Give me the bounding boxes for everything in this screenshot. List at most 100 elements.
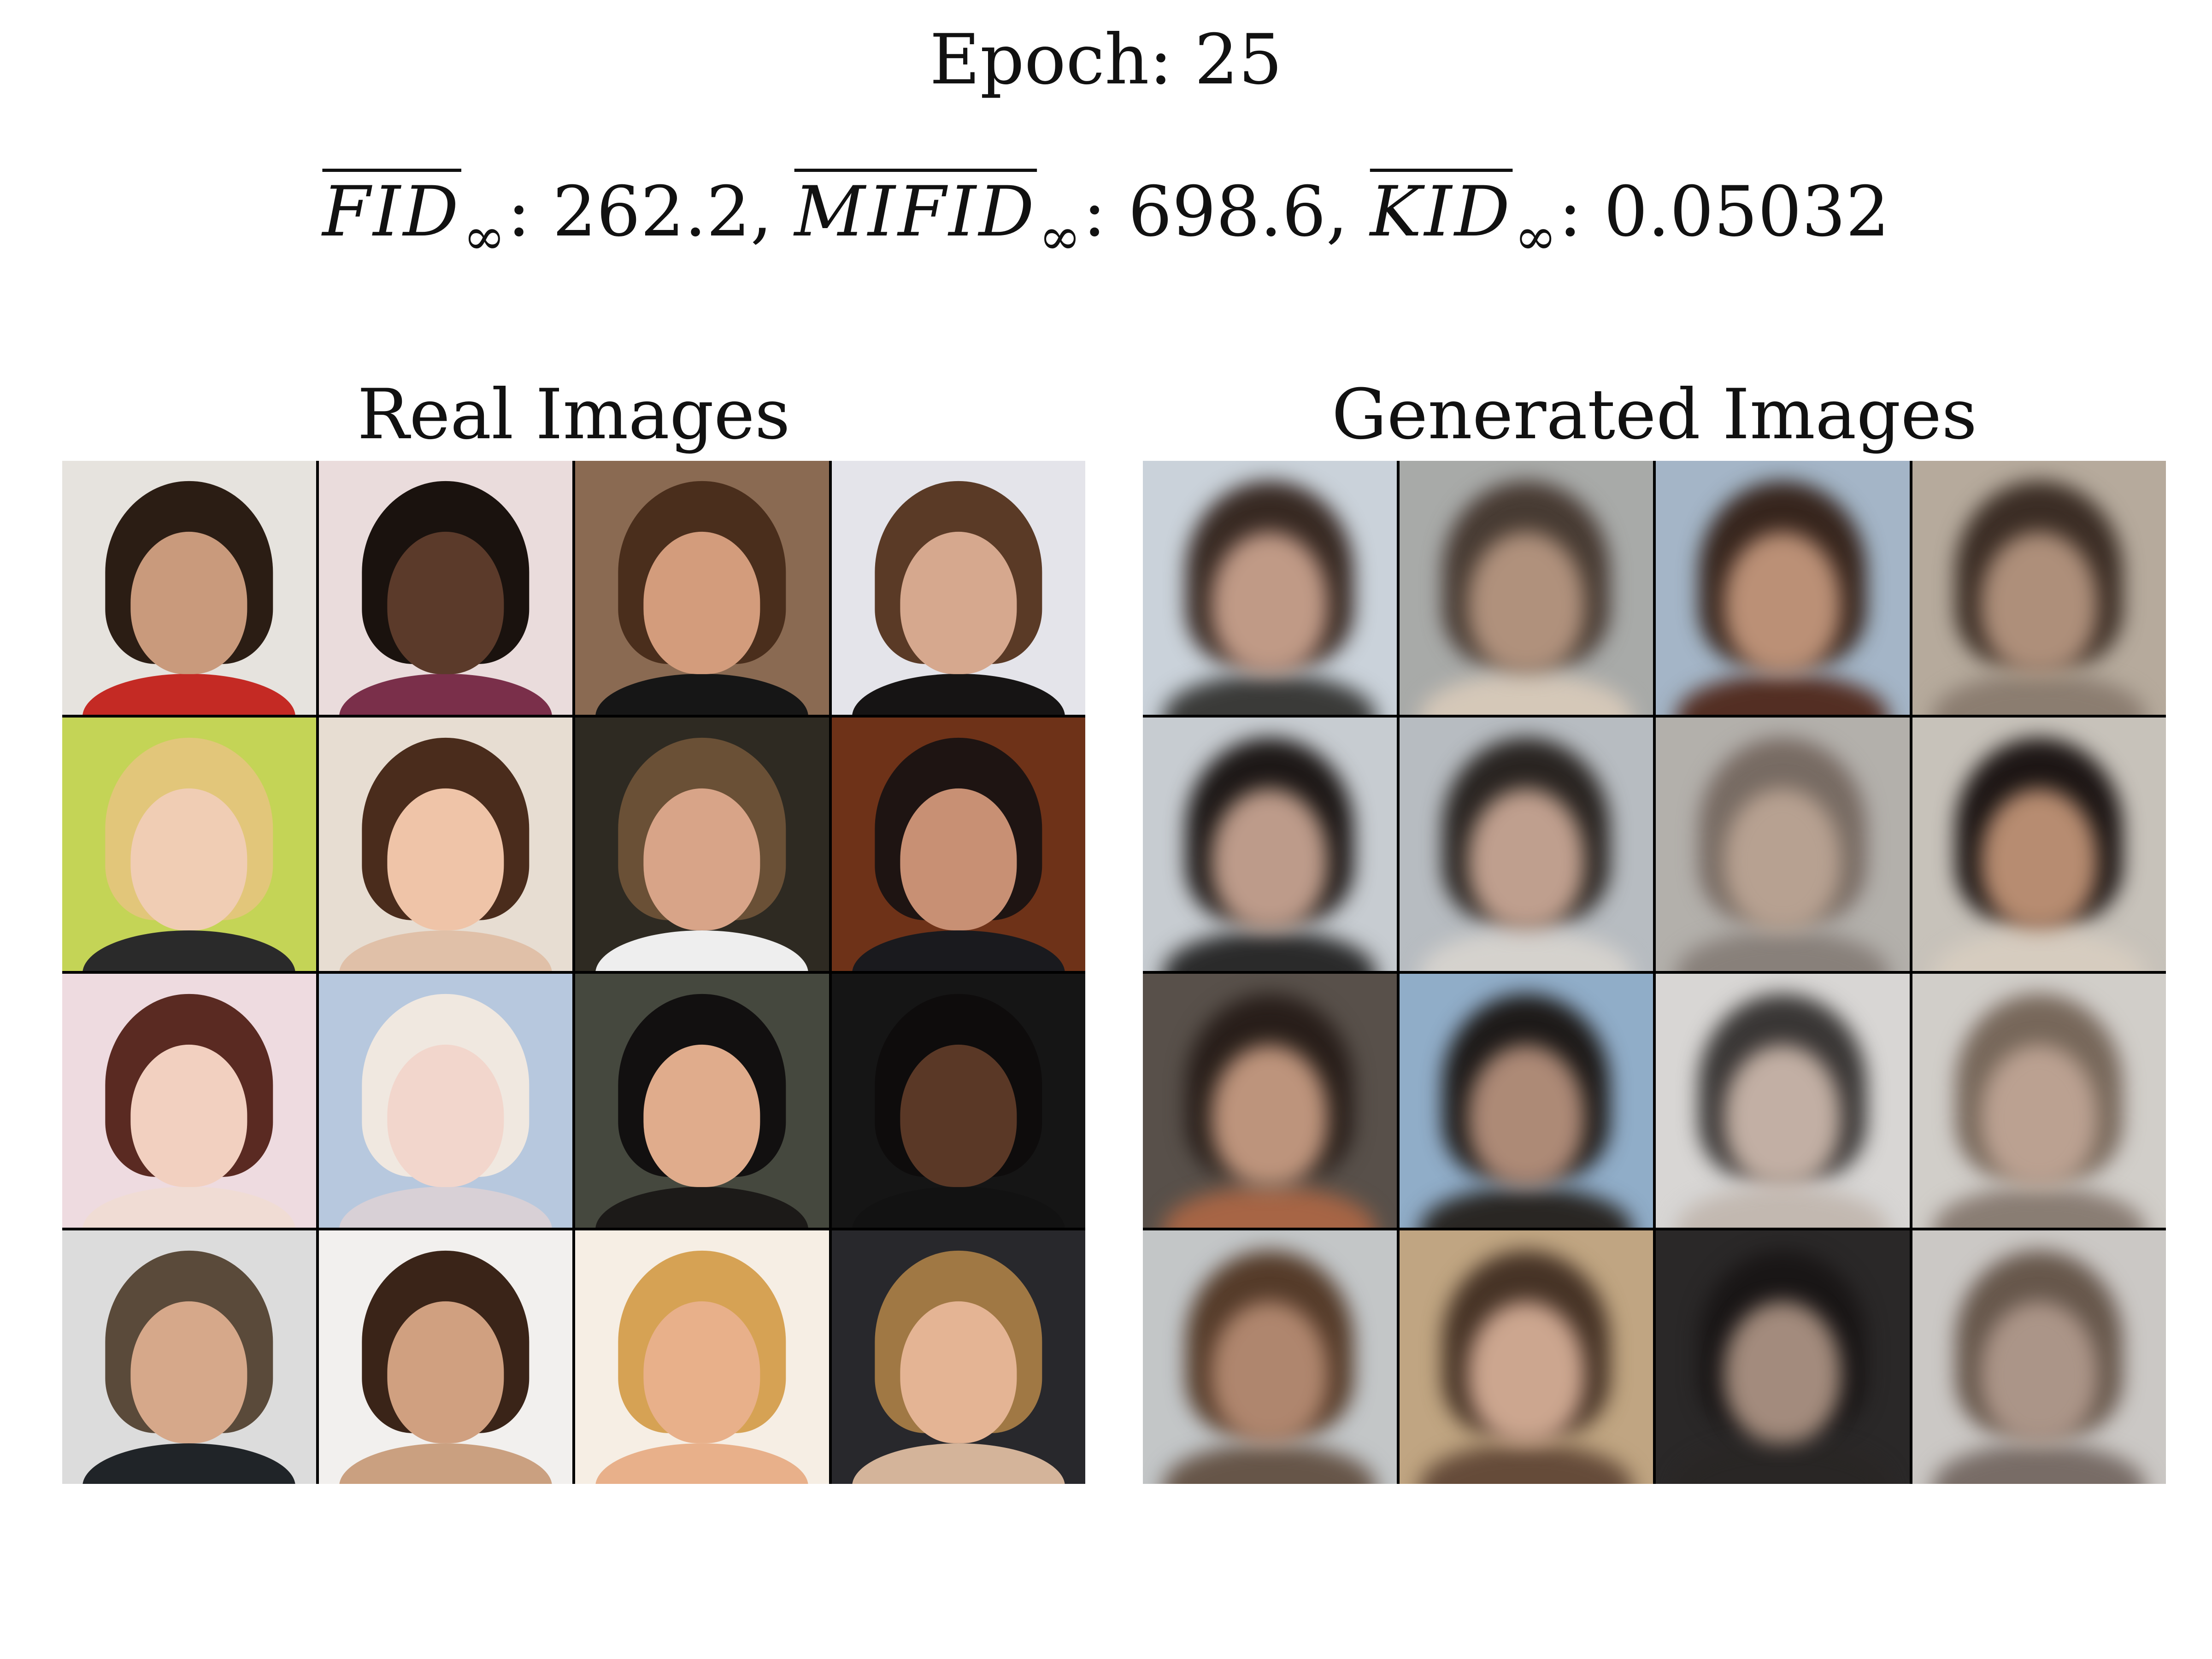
metric-value: 262.2 <box>552 172 751 252</box>
real-image-tile <box>575 1230 829 1484</box>
face-shape <box>1211 532 1328 674</box>
generated-image-tile <box>1912 717 2166 971</box>
face-shape <box>387 1045 504 1187</box>
real-image-tile <box>318 717 572 971</box>
shoulders-shape <box>595 1187 809 1228</box>
shoulders-shape <box>1676 674 1889 715</box>
metric-subscript: ∞ <box>1039 207 1081 266</box>
face-shape <box>1468 1301 1585 1443</box>
face-shape <box>1981 788 2098 930</box>
face-shape <box>1211 788 1328 930</box>
face-shape <box>387 532 504 674</box>
shoulders-shape <box>852 1187 1065 1228</box>
metric-name: MIFID <box>794 172 1037 252</box>
generated-image-tile <box>1143 717 1397 971</box>
shoulders-shape <box>1163 930 1377 971</box>
metric-mifid: MIFID∞: 698.6, <box>794 172 1348 266</box>
face-shape <box>387 788 504 930</box>
face-shape <box>1211 1045 1328 1187</box>
shoulders-shape <box>852 930 1065 971</box>
metric-separator: , <box>1326 172 1348 252</box>
shoulders-shape <box>82 1443 296 1484</box>
face-shape <box>1724 1301 1841 1443</box>
face-shape <box>643 1045 760 1187</box>
real-image-tile <box>318 1230 572 1484</box>
real-image-tile <box>575 461 829 715</box>
face-shape <box>1724 788 1841 930</box>
shoulders-shape <box>1163 1443 1377 1484</box>
shoulders-shape <box>339 1187 552 1228</box>
generated-image-tile <box>1399 974 1653 1228</box>
figure-title: Epoch: 25 <box>930 20 1282 100</box>
metric-subscript: ∞ <box>1514 207 1557 266</box>
shoulders-shape <box>1676 930 1889 971</box>
metric-subscript: ∞ <box>463 207 506 266</box>
face-shape <box>1468 532 1585 674</box>
metric-name: FID <box>322 172 462 252</box>
real-image-tile <box>575 717 829 971</box>
real-images-title: Real Images <box>357 375 790 455</box>
shoulders-shape <box>1163 1187 1377 1228</box>
generated-image-tile <box>1399 1230 1653 1484</box>
face-shape <box>900 1045 1017 1187</box>
face-shape <box>1724 1045 1841 1187</box>
generated-image-tile <box>1399 717 1653 971</box>
face-shape <box>643 788 760 930</box>
metrics-line: FID∞: 262.2, MIFID∞: 698.6, KID∞: 0.0503… <box>0 171 2212 266</box>
face-shape <box>387 1301 504 1443</box>
face-shape <box>130 532 247 674</box>
face-shape <box>900 788 1017 930</box>
shoulders-shape <box>1419 1187 1633 1228</box>
face-shape <box>643 1301 760 1443</box>
face-shape <box>900 532 1017 674</box>
face-shape <box>130 788 247 930</box>
face-shape <box>130 1301 247 1443</box>
generated-image-tile <box>1656 1230 1910 1484</box>
generated-image-tile <box>1143 974 1397 1228</box>
real-image-tile <box>831 461 1085 715</box>
generated-images-grid <box>1143 461 2166 1484</box>
generated-image-tile <box>1656 717 1910 971</box>
face-shape <box>1981 1045 2098 1187</box>
generated-image-tile <box>1912 461 2166 715</box>
shoulders-shape <box>339 930 552 971</box>
face-shape <box>900 1301 1017 1443</box>
face-shape <box>1468 788 1585 930</box>
generated-image-tile <box>1143 1230 1397 1484</box>
face-shape <box>130 1045 247 1187</box>
metric-kid: KID∞: 0.05032 <box>1370 172 1890 266</box>
shoulders-shape <box>1419 1443 1633 1484</box>
shoulders-shape <box>1163 674 1377 715</box>
shoulders-shape <box>852 1443 1065 1484</box>
generated-image-tile <box>1399 461 1653 715</box>
shoulders-shape <box>339 674 552 715</box>
shoulders-shape <box>1932 930 2146 971</box>
real-image-tile <box>831 974 1085 1228</box>
metric-fid: FID∞: 262.2, <box>322 172 773 266</box>
shoulders-shape <box>1676 1443 1889 1484</box>
face-shape <box>1468 1045 1585 1187</box>
shoulders-shape <box>82 930 296 971</box>
generated-image-tile <box>1912 974 2166 1228</box>
real-image-tile <box>318 974 572 1228</box>
face-shape <box>1211 1301 1328 1443</box>
shoulders-shape <box>1932 674 2146 715</box>
shoulders-shape <box>595 674 809 715</box>
shoulders-shape <box>339 1443 552 1484</box>
shoulders-shape <box>852 674 1065 715</box>
real-image-tile <box>62 974 316 1228</box>
generated-image-tile <box>1656 461 1910 715</box>
shoulders-shape <box>1676 1187 1889 1228</box>
real-image-tile <box>318 461 572 715</box>
shoulders-shape <box>1419 930 1633 971</box>
real-images-grid <box>62 461 1085 1484</box>
real-image-tile <box>62 461 316 715</box>
metric-value: 0.05032 <box>1604 172 1890 252</box>
face-shape <box>1981 532 2098 674</box>
real-image-tile <box>831 1230 1085 1484</box>
shoulders-shape <box>82 674 296 715</box>
shoulders-shape <box>595 930 809 971</box>
face-shape <box>1724 532 1841 674</box>
face-shape <box>1981 1301 2098 1443</box>
